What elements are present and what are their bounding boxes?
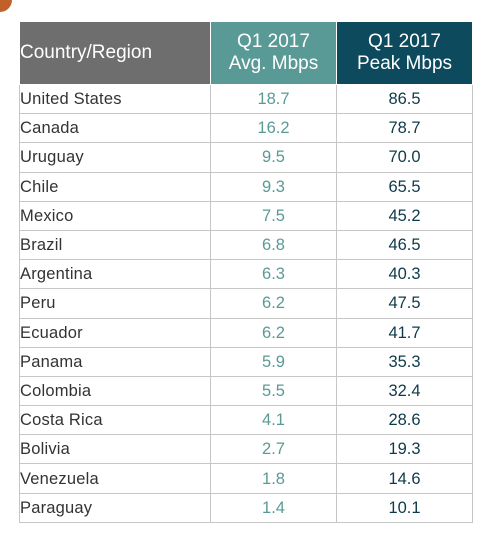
header-peak-line2: Peak Mbps [356,53,453,74]
country-cell: United States [19,83,211,115]
peak-mbps-cell: 10.1 [336,492,473,523]
peak-mbps-cell: 14.6 [336,463,473,494]
country-cell: Bolivia [19,434,211,465]
table-row: Brazil 6.8 46.5 [19,229,473,261]
table-row: Argentina 6.3 40.3 [19,259,473,290]
table-row: Chile 9.3 65.5 [19,171,473,202]
country-cell: Venezuela [19,463,211,494]
country-cell: Argentina [19,259,211,290]
header-avg-line2: Avg. Mbps [228,53,319,74]
peak-mbps-cell: 28.6 [336,405,473,436]
table-header-row: Country/Region Q1 2017 Avg. Mbps Q1 2017… [19,21,473,85]
avg-mbps-cell: 2.7 [210,434,337,465]
avg-mbps-cell: 5.5 [210,375,337,407]
table-row: Uruguay 9.5 70.0 [19,142,473,173]
avg-mbps-cell: 9.3 [210,171,337,202]
country-cell: Uruguay [19,142,211,173]
header-peak-line1: Q1 2017 [368,31,441,52]
country-cell: Ecuador [19,317,211,348]
country-cell: Mexico [19,200,211,231]
peak-mbps-cell: 35.3 [336,346,473,377]
table-row: Costa Rica 4.1 28.6 [19,405,473,436]
peak-mbps-cell: 45.2 [336,200,473,231]
peak-mbps-cell: 40.3 [336,259,473,290]
peak-mbps-cell: 65.5 [336,171,473,202]
country-cell: Peru [19,288,211,319]
peak-mbps-cell: 41.7 [336,317,473,348]
avg-mbps-cell: 6.3 [210,259,337,290]
table-row: Canada 16.2 78.7 [19,113,473,144]
avg-mbps-cell: 1.4 [210,492,337,523]
table-row: Panama 5.9 35.3 [19,346,473,377]
country-cell: Costa Rica [19,405,211,436]
header-country-region: Country/Region [19,21,211,85]
connectivity-table: Country/Region Q1 2017 Avg. Mbps Q1 2017… [19,21,473,523]
avg-mbps-cell: 6.8 [210,229,337,261]
avg-mbps-cell: 1.8 [210,463,337,494]
avg-mbps-cell: 6.2 [210,288,337,319]
header-peak-mbps: Q1 2017 Peak Mbps [336,21,473,85]
avg-mbps-cell: 6.2 [210,317,337,348]
peak-mbps-cell: 70.0 [336,142,473,173]
table-row: Peru 6.2 47.5 [19,288,473,319]
peak-mbps-cell: 47.5 [336,288,473,319]
peak-mbps-cell: 32.4 [336,375,473,407]
peak-mbps-cell: 19.3 [336,434,473,465]
table-body: United States 18.7 86.5 Canada 16.2 78.7 Urugu… [19,83,473,523]
table-row: Ecuador 6.2 41.7 [19,317,473,348]
avg-mbps-cell: 18.7 [210,83,337,115]
avg-mbps-cell: 5.9 [210,346,337,377]
header-avg-line1: Q1 2017 [237,31,310,52]
peak-mbps-cell: 86.5 [336,83,473,115]
avg-mbps-cell: 4.1 [210,405,337,436]
header-avg-mbps: Q1 2017 Avg. Mbps [210,21,337,85]
country-cell: Chile [19,171,211,202]
table-row: Bolivia 2.7 19.3 [19,434,473,465]
table-row: Mexico 7.5 45.2 [19,200,473,231]
avg-mbps-cell: 7.5 [210,200,337,231]
country-cell: Paraguay [19,492,211,523]
country-cell: Brazil [19,229,211,261]
table-row: Venezuela 1.8 14.6 [19,463,473,494]
peak-mbps-cell: 46.5 [336,229,473,261]
avg-mbps-cell: 16.2 [210,113,337,144]
peak-mbps-cell: 78.7 [336,113,473,144]
country-cell: Panama [19,346,211,377]
avg-mbps-cell: 9.5 [210,142,337,173]
table-row: Paraguay 1.4 10.1 [19,492,473,523]
country-cell: Canada [19,113,211,144]
corner-accent [0,0,12,12]
table-row: Colombia 5.5 32.4 [19,375,473,407]
table-row: United States 18.7 86.5 [19,83,473,115]
country-cell: Colombia [19,375,211,407]
